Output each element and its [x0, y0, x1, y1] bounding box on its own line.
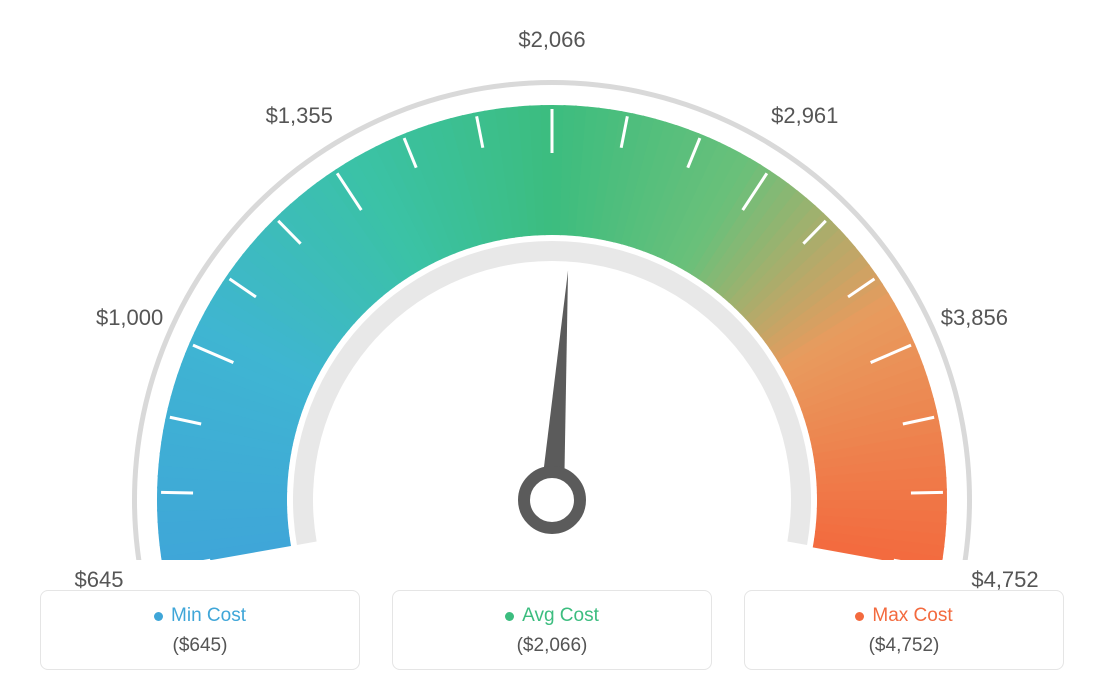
legend-dot-min: [154, 612, 163, 621]
legend-label-min: Min Cost: [171, 605, 246, 627]
legend-dot-avg: [505, 612, 514, 621]
gauge-tick-label: $1,000: [96, 305, 163, 331]
legend-dot-max: [855, 612, 864, 621]
gauge-tick-label: $645: [75, 567, 124, 593]
legend-label-avg: Avg Cost: [522, 605, 599, 627]
gauge-svg: [0, 0, 1104, 560]
legend-card-avg: Avg Cost ($2,066): [392, 590, 712, 670]
legend-title-max: Max Cost: [755, 605, 1053, 627]
legend-value-avg: ($2,066): [403, 635, 701, 657]
legend-label-max: Max Cost: [872, 605, 952, 627]
legend-card-min: Min Cost ($645): [40, 590, 360, 670]
legend-value-min: ($645): [51, 635, 349, 657]
legend-row: Min Cost ($645) Avg Cost ($2,066) Max Co…: [0, 590, 1104, 670]
legend-value-max: ($4,752): [755, 635, 1053, 657]
gauge-tick-label: $2,066: [518, 27, 585, 53]
legend-title-avg: Avg Cost: [403, 605, 701, 627]
legend-title-min: Min Cost: [51, 605, 349, 627]
gauge-tick-label: $2,961: [771, 103, 838, 129]
gauge-tick-label: $3,856: [941, 305, 1008, 331]
gauge-tick-label: $1,355: [266, 103, 333, 129]
gauge-tick-label: $4,752: [971, 567, 1038, 593]
gauge-area: $645$1,000$1,355$2,066$2,961$3,856$4,752: [0, 0, 1104, 560]
legend-card-max: Max Cost ($4,752): [744, 590, 1064, 670]
cost-gauge-container: $645 $1,000 $1,355 $2,066 $2,961 $3,856 $4,752…: [0, 0, 1104, 690]
